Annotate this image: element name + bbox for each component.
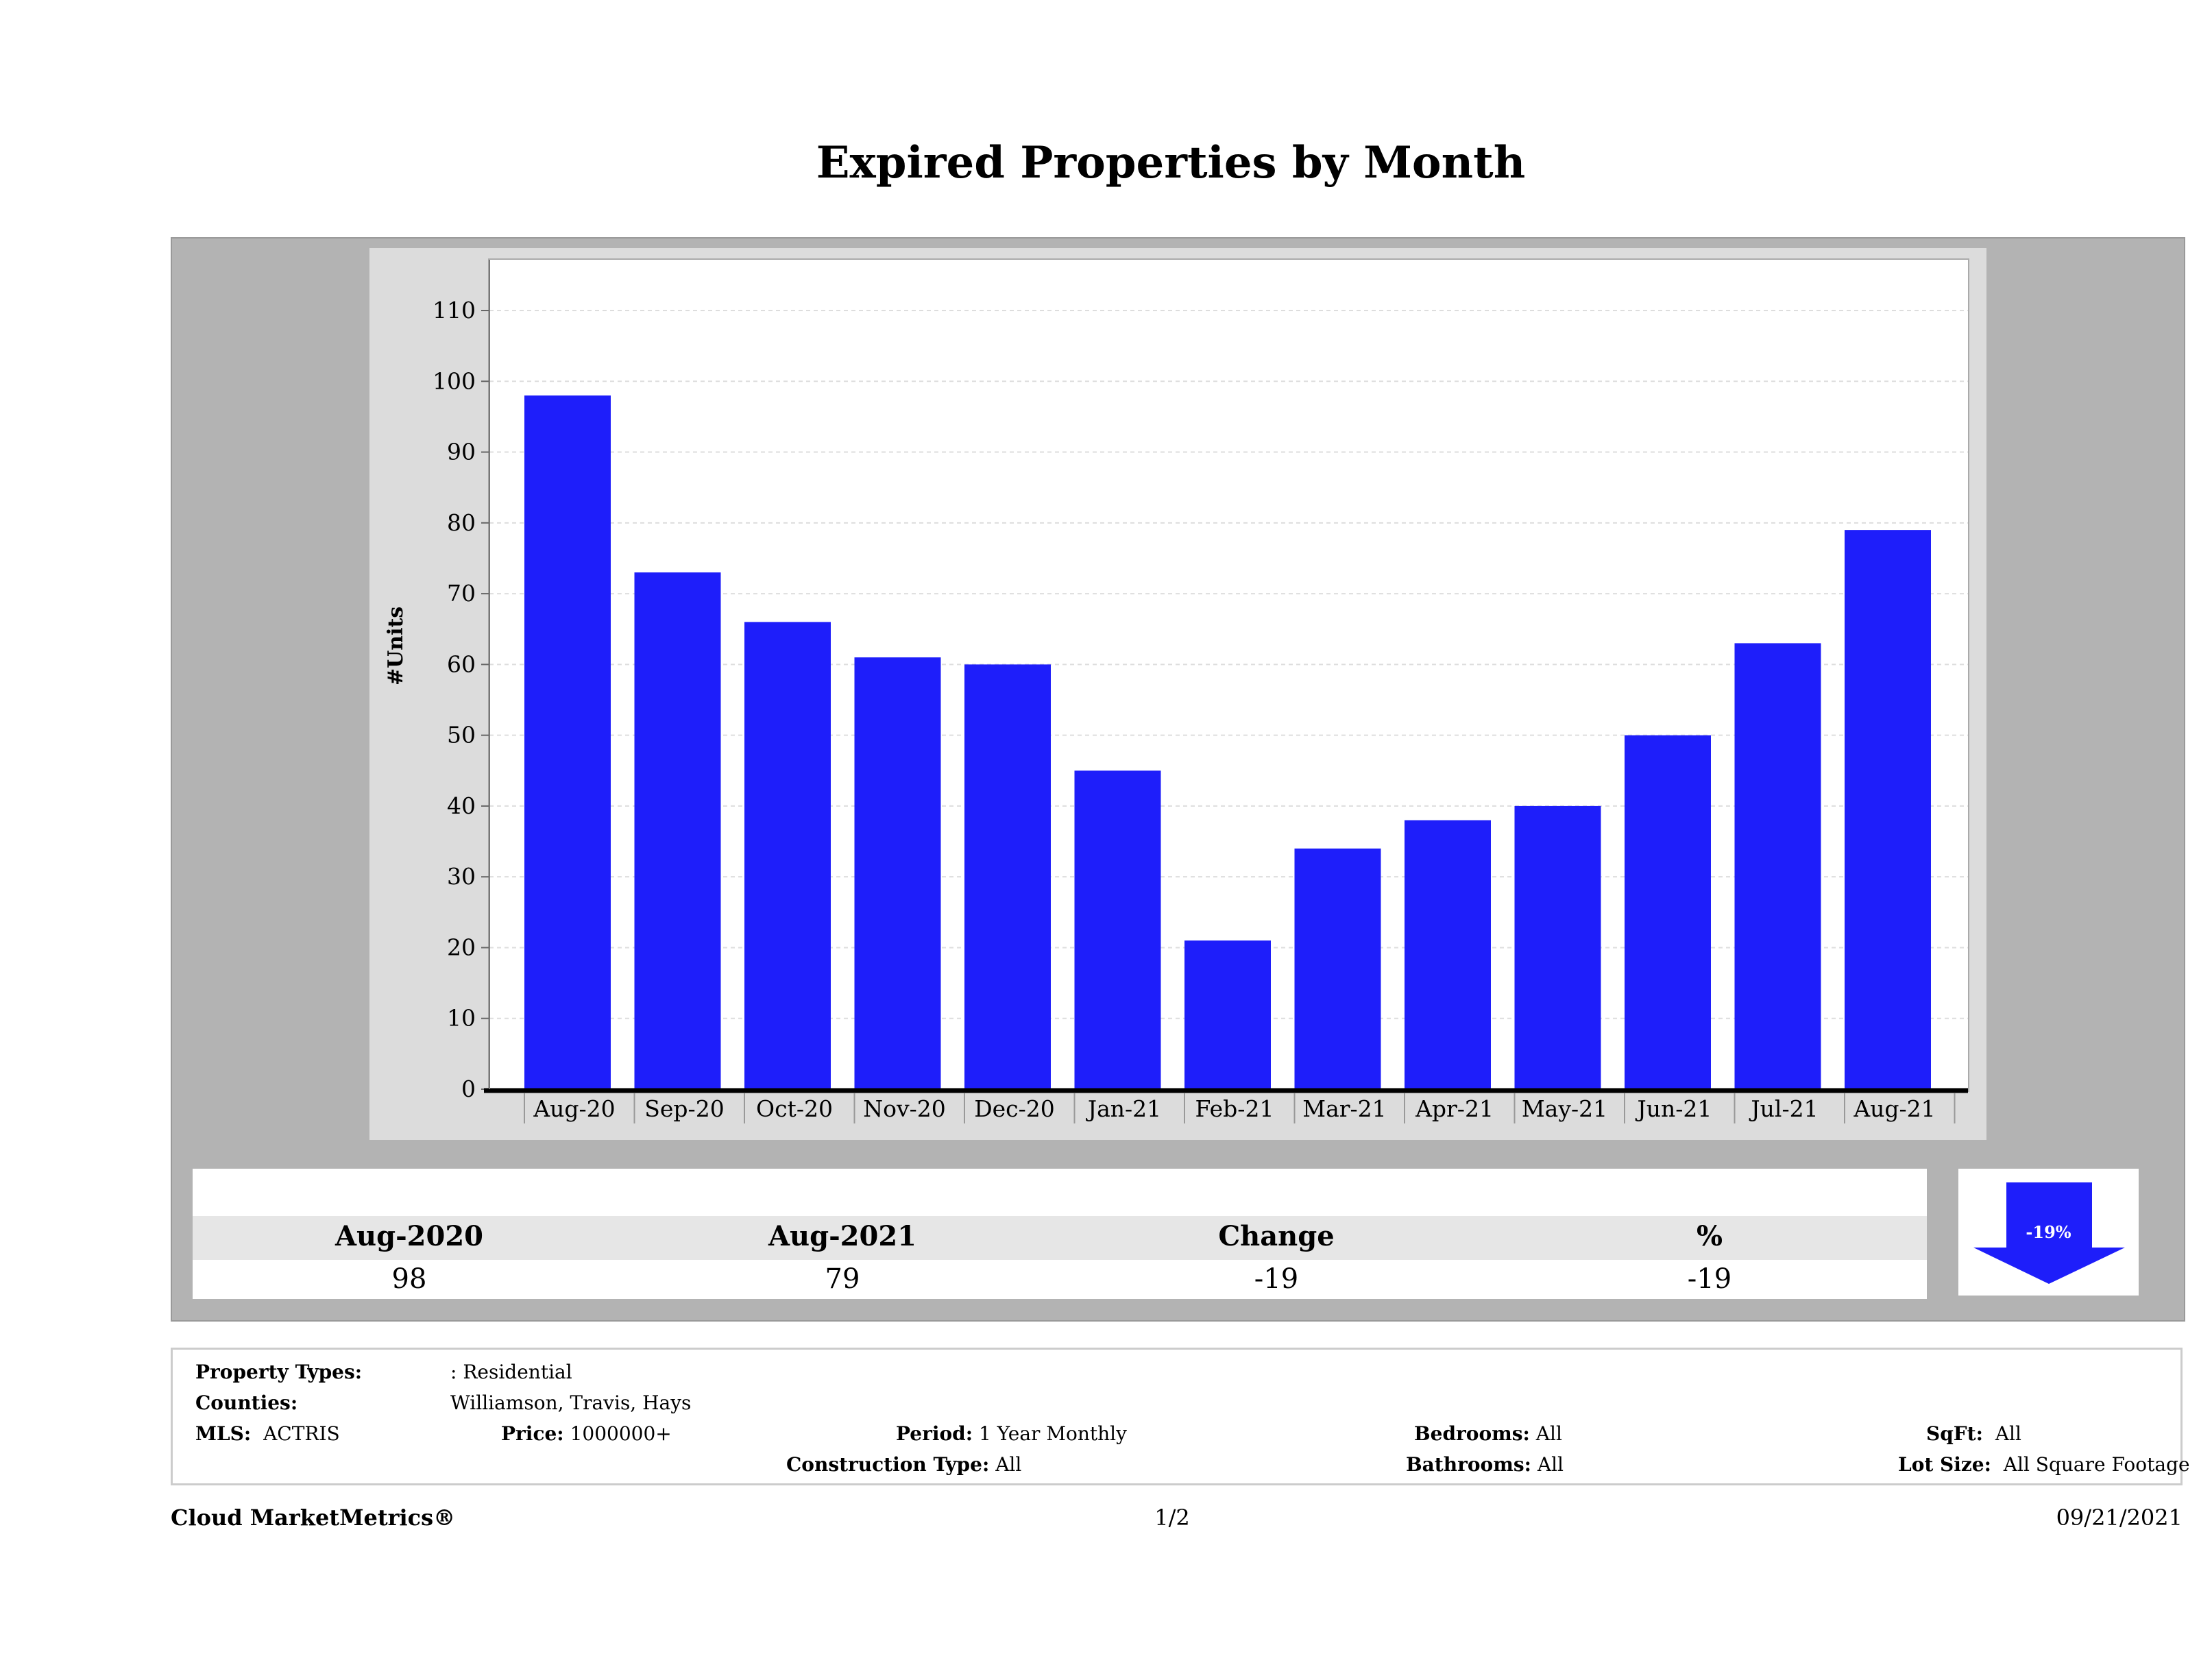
change-indicator: -19% <box>1958 1169 2139 1296</box>
summary-header-end: Aug-2021 <box>768 1220 916 1252</box>
change-percent-label: -19% <box>2026 1222 2071 1242</box>
counties-label: Counties: <box>195 1391 298 1414</box>
summary-value-change: -19 <box>1254 1263 1299 1295</box>
chart-title: Expired Properties by Month <box>816 137 1526 189</box>
summary-value-percent: -19 <box>1687 1263 1732 1295</box>
period-value: 1 Year Monthly <box>979 1422 1127 1445</box>
x-tick-label: Jan-21 <box>1086 1095 1161 1122</box>
summary-header-change: Change <box>1218 1220 1335 1252</box>
summary-header-percent: % <box>1696 1220 1723 1252</box>
x-tick-label: Jun-21 <box>1636 1095 1712 1122</box>
bar-dec-20 <box>964 664 1051 1089</box>
filter-info-box <box>171 1348 2183 1485</box>
bar-sep-20 <box>634 572 721 1089</box>
sqft-value: All <box>1995 1422 2021 1445</box>
property-types-label: Property Types: <box>195 1361 363 1383</box>
x-tick-label: Mar-21 <box>1302 1095 1386 1122</box>
x-tick-label: Dec-20 <box>974 1095 1055 1122</box>
arrow-down-icon <box>1973 1182 2125 1284</box>
x-tick-label: Feb-21 <box>1195 1095 1274 1122</box>
y-axis-label: #Units <box>384 606 408 685</box>
property-types-value: : Residential <box>450 1361 572 1383</box>
bar-jun-21 <box>1625 735 1711 1089</box>
lotsize-label: Lot Size: <box>1898 1453 1991 1476</box>
footer-date: 09/21/2021 <box>2056 1505 2183 1531</box>
bar-oct-20 <box>744 622 831 1089</box>
bathrooms-label: Bathrooms: <box>1406 1453 1531 1476</box>
bar-feb-21 <box>1184 940 1271 1089</box>
summary-value-start: 98 <box>391 1263 427 1295</box>
price-label: Price: <box>501 1422 564 1445</box>
y-tick-label: 110 <box>433 297 476 324</box>
summary-value-end: 79 <box>825 1263 860 1295</box>
bar-apr-21 <box>1405 820 1491 1089</box>
bar-aug-20 <box>524 395 611 1089</box>
bar-nov-20 <box>854 657 941 1089</box>
bar-chart: 0 10 20 30 40 50 60 70 80 90 100 110 Aug-20 Sep-20 Oct… <box>433 260 1968 1123</box>
bar-jan-21 <box>1074 770 1161 1089</box>
footer-brand: Cloud MarketMetrics® <box>171 1505 456 1531</box>
bar-may-21 <box>1514 805 1601 1089</box>
y-tick-label: 0 <box>461 1075 476 1102</box>
y-tick-label: 10 <box>447 1005 476 1032</box>
price-value: 1000000+ <box>570 1422 672 1445</box>
x-tick-label: May-21 <box>1522 1095 1607 1122</box>
mls-value: ACTRIS <box>263 1422 340 1445</box>
x-tick-label: Nov-20 <box>863 1095 946 1122</box>
x-tick-label: Apr-21 <box>1415 1095 1494 1122</box>
y-tick-label: 30 <box>447 863 476 890</box>
summary-header-row <box>193 1216 1927 1260</box>
construction-value: All <box>995 1453 1022 1476</box>
y-tick-label: 20 <box>447 934 476 960</box>
x-tick-label: Jul-21 <box>1749 1095 1818 1122</box>
y-tick-label: 70 <box>447 580 476 607</box>
y-tick-label: 50 <box>447 722 476 749</box>
construction-label: Construction Type: <box>786 1453 990 1476</box>
summary-header-start: Aug-2020 <box>335 1220 483 1252</box>
period-label: Period: <box>896 1422 973 1445</box>
x-tick-label: Oct-20 <box>756 1095 833 1122</box>
y-tick-label: 100 <box>433 367 476 394</box>
bathrooms-value: All <box>1537 1453 1564 1476</box>
lotsize-value: All Square Footage <box>2003 1453 2190 1476</box>
bar-aug-21 <box>1845 530 1931 1089</box>
footer-page-number: 1/2 <box>1154 1505 1190 1531</box>
bar-mar-21 <box>1294 848 1381 1089</box>
y-tick-label: 60 <box>447 650 476 677</box>
y-tick-label: 90 <box>447 439 476 465</box>
counties-value: Williamson, Travis, Hays <box>450 1391 692 1414</box>
mls-label: MLS: <box>195 1422 252 1445</box>
y-tick-label: 80 <box>447 509 476 536</box>
x-tick-label: Sep-20 <box>644 1095 724 1122</box>
bedrooms-label: Bedrooms: <box>1414 1422 1530 1445</box>
bedrooms-value: All <box>1535 1422 1562 1445</box>
x-tick-label: Aug-21 <box>1853 1095 1935 1122</box>
bar-jul-21 <box>1734 643 1821 1089</box>
y-tick-label: 40 <box>447 792 476 819</box>
x-tick-label: Aug-20 <box>533 1095 615 1122</box>
sqft-label: SqFt: <box>1926 1422 1983 1445</box>
